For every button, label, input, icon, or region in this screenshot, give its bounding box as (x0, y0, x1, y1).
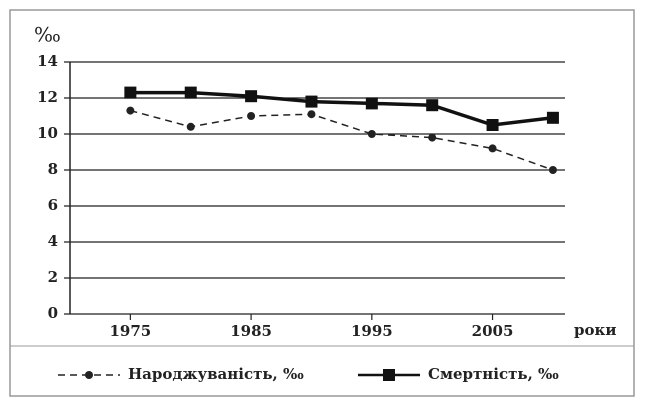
marker (305, 95, 318, 108)
y-tick-label: 8 (48, 160, 58, 178)
marker (367, 130, 376, 138)
legend-marker (85, 371, 93, 379)
x-tick-label: 1995 (351, 322, 393, 340)
frame (9, 9, 635, 397)
marker (124, 86, 137, 99)
marker (184, 86, 197, 99)
marker (548, 166, 557, 174)
series-line (130, 109, 554, 171)
y-tick-label: 4 (48, 232, 58, 250)
y-axis-label: ‰ (34, 23, 61, 47)
legend-label: Смертність, ‰ (428, 365, 559, 383)
y-tick-label: 14 (37, 52, 58, 70)
series-line (130, 90, 554, 127)
marker (365, 97, 378, 110)
x-axis-label: роки (574, 321, 616, 339)
x-tick-label: 2005 (472, 322, 514, 340)
y-tick-label: 12 (37, 88, 58, 106)
marker (546, 111, 559, 124)
y-tick-label: 0 (48, 304, 58, 322)
marker (247, 112, 256, 120)
marker (426, 99, 439, 112)
y-tick-label: 6 (48, 196, 58, 214)
x-tick-label: 1985 (230, 322, 272, 340)
legend-label: Народжуваність, ‰ (128, 365, 304, 383)
marker (186, 122, 195, 131)
marker (488, 144, 497, 153)
marker (245, 90, 258, 103)
marker (126, 106, 135, 115)
y-tick-label: 10 (37, 124, 58, 142)
marker (428, 133, 437, 142)
marker (486, 119, 499, 131)
y-tick-label: 2 (48, 268, 58, 286)
x-tick-label: 1975 (109, 322, 151, 340)
marker (307, 110, 316, 119)
legend-marker (383, 369, 395, 381)
